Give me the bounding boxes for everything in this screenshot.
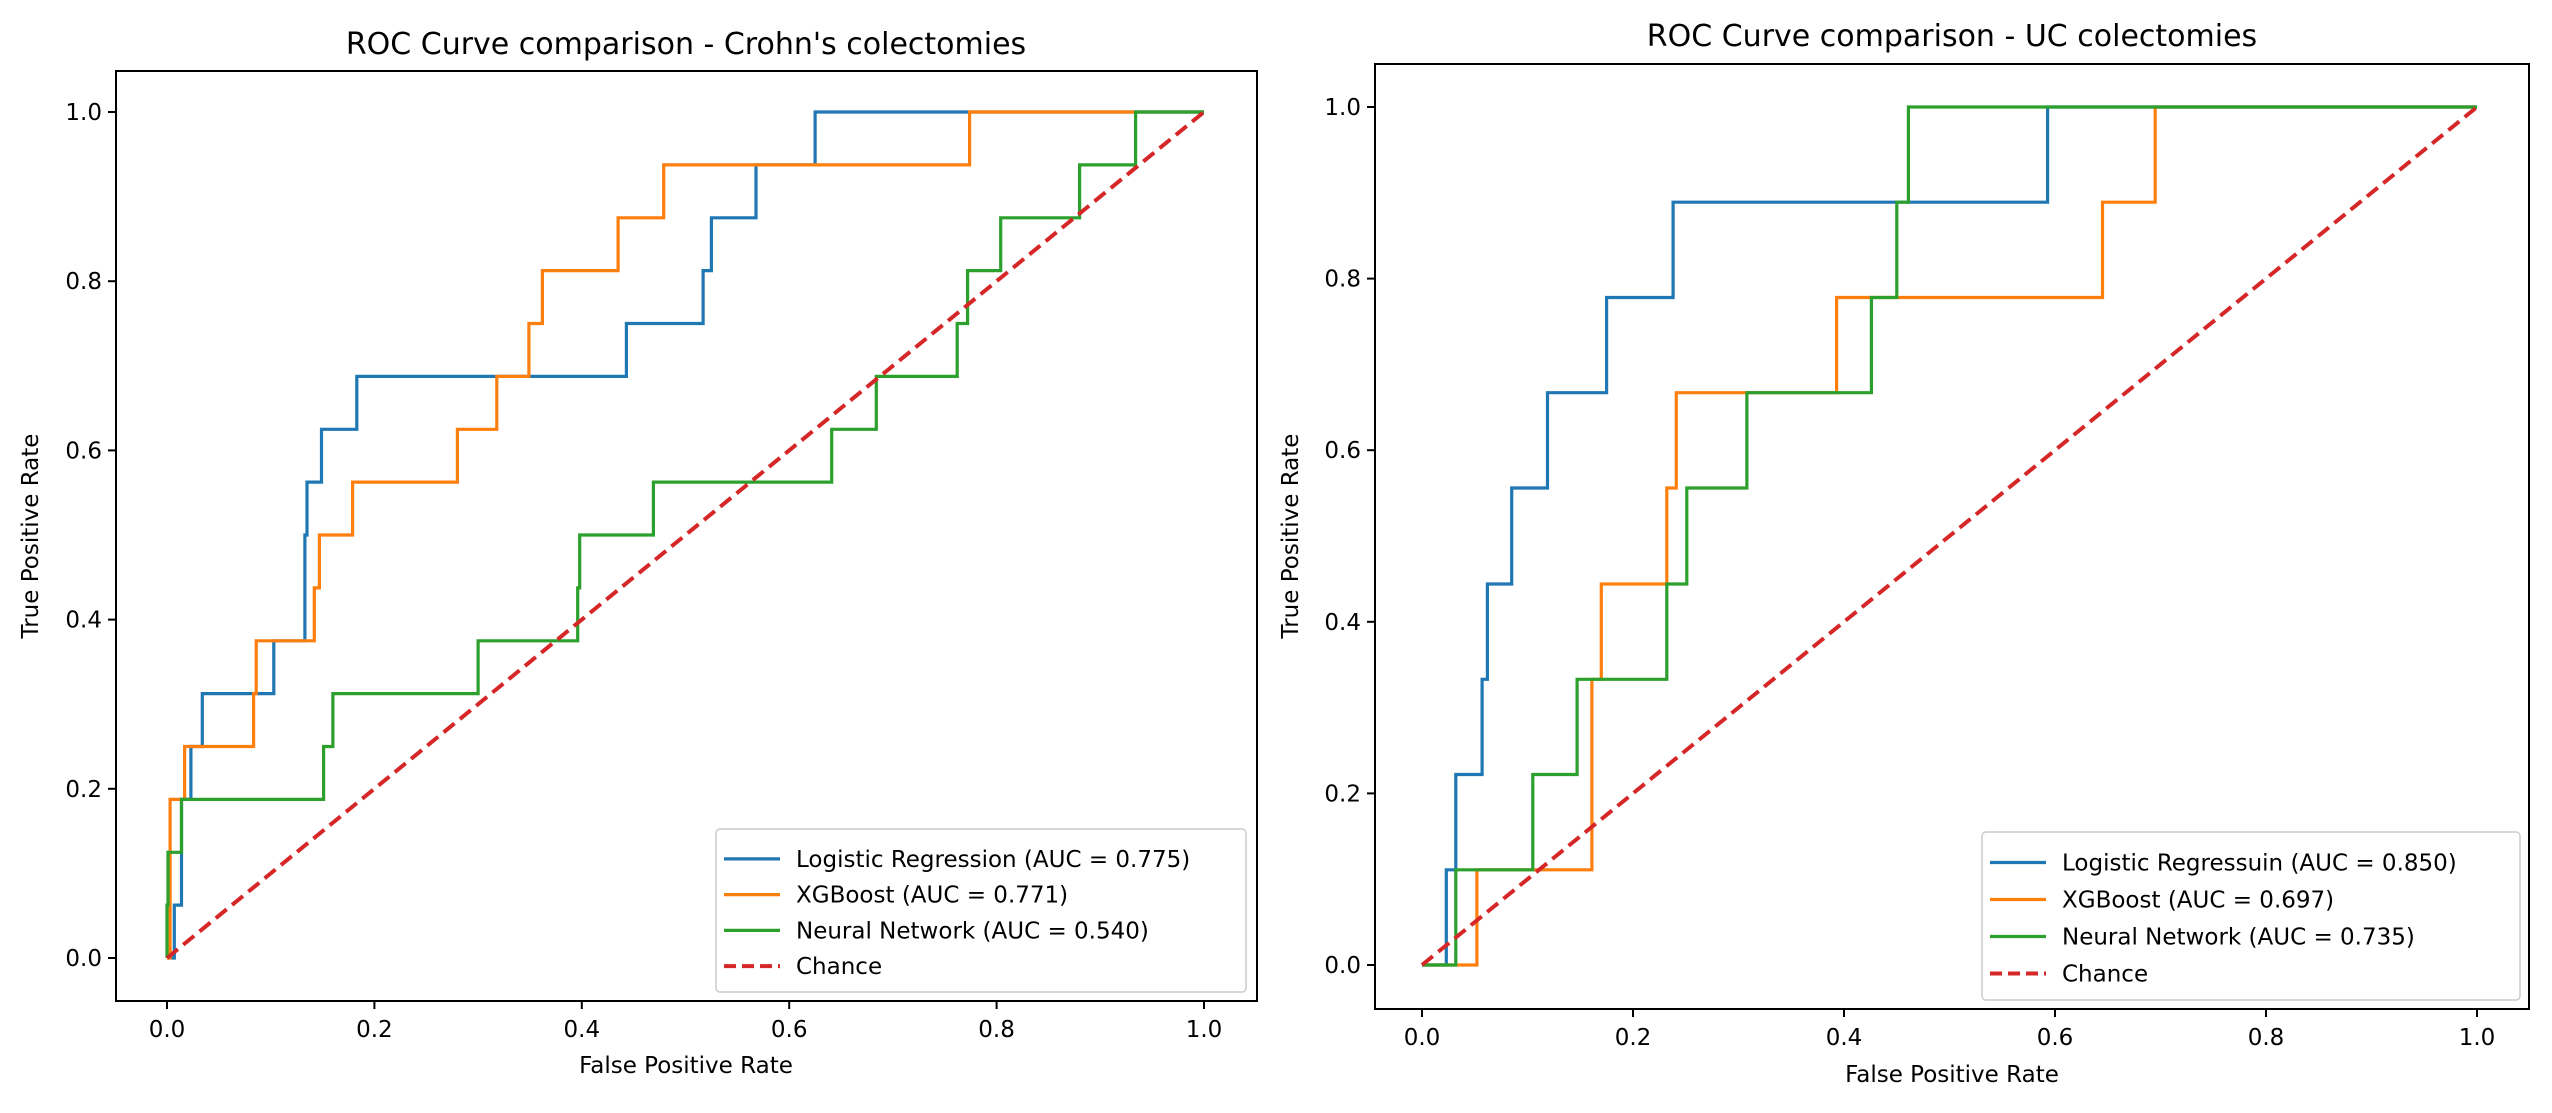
x-tick-label: 0.4 [1826, 1025, 1863, 1051]
x-axis: 0.0 0.2 0.4 0.6 0.8 1.0 [1404, 1009, 2496, 1051]
legend-label: XGBoost (AUC = 0.697) [2062, 888, 2334, 914]
legend-label: Chance [796, 954, 882, 980]
x-tick-label: 1.0 [1186, 1017, 1223, 1043]
plot-area [165, 110, 1206, 960]
x-axis: 0.0 0.2 0.4 0.6 0.8 1.0 [149, 1001, 1223, 1043]
x-axis-label: False Positive Rate [579, 1053, 793, 1079]
y-tick-label: 0.0 [65, 946, 102, 972]
x-tick-label: 0.0 [149, 1017, 186, 1043]
legend: Logistic Regression (AUC = 0.775) XGBoost… [715, 828, 1247, 993]
y-axis-label: True Positive Rate [18, 434, 44, 640]
y-tick-label: 0.0 [1324, 953, 1361, 979]
chart-panel-uc: ROC Curve comparison - UC colectomies 0.… [1278, 19, 2530, 1088]
chart-panel-crohns: ROC Curve comparison - Crohn's colectomi… [18, 27, 1258, 1079]
y-tick-label: 0.2 [1324, 781, 1361, 807]
chart-title: ROC Curve comparison - UC colectomies [1647, 19, 2257, 54]
y-tick-label: 1.0 [65, 100, 102, 126]
plot-area [1420, 105, 2479, 967]
x-tick-label: 0.6 [2037, 1025, 2074, 1051]
legend-label: Chance [2062, 962, 2148, 988]
x-tick-label: 0.2 [1615, 1025, 1652, 1051]
x-tick-label: 0.4 [564, 1017, 601, 1043]
y-tick-label: 0.4 [65, 608, 102, 634]
y-tick-label: 0.6 [1324, 438, 1361, 464]
legend-box [1981, 831, 2521, 1001]
legend: Logistic Regressuin (AUC = 0.850) XGBoost… [1981, 831, 2521, 1001]
y-tick-label: 0.2 [65, 777, 102, 803]
axes-frame [115, 70, 1258, 1002]
chance-line [165, 110, 1206, 960]
legend-label: XGBoost (AUC = 0.771) [796, 883, 1068, 909]
chance-line [1420, 105, 2479, 967]
y-tick-label: 1.0 [1324, 95, 1361, 121]
x-tick-label: 1.0 [2459, 1025, 2496, 1051]
legend-label: Neural Network (AUC = 0.540) [796, 918, 1149, 944]
chart-title: ROC Curve comparison - Crohn's colectomi… [346, 27, 1026, 62]
x-tick-label: 0.8 [2248, 1025, 2285, 1051]
y-tick-label: 0.6 [65, 438, 102, 464]
roc-curve-logistic-regressuin [1422, 105, 2477, 967]
x-tick-label: 0.6 [771, 1017, 808, 1043]
y-axis: 0.0 0.2 0.4 0.6 0.8 1.0 [65, 100, 116, 972]
x-tick-label: 0.0 [1404, 1025, 1441, 1051]
legend-label: Logistic Regressuin (AUC = 0.850) [2062, 851, 2457, 877]
roc-curve-xgboost [167, 110, 1204, 960]
y-axis-label: True Positive Rate [1278, 434, 1304, 640]
y-axis: 0.0 0.2 0.4 0.6 0.8 1.0 [1324, 95, 1375, 979]
x-tick-label: 0.2 [356, 1017, 393, 1043]
x-axis-label: False Positive Rate [1845, 1062, 2059, 1088]
axes-frame [1374, 63, 2530, 1010]
roc-curve-neural-network [1422, 105, 2477, 967]
legend-box [715, 828, 1247, 993]
roc-curve-neural-network [165, 110, 1204, 958]
legend-label: Logistic Regression (AUC = 0.775) [796, 847, 1190, 873]
y-tick-label: 0.8 [1324, 267, 1361, 293]
x-tick-label: 0.8 [978, 1017, 1015, 1043]
y-tick-label: 0.8 [65, 269, 102, 295]
legend-label: Neural Network (AUC = 0.735) [2062, 925, 2415, 951]
y-tick-label: 0.4 [1324, 610, 1361, 636]
roc-curve-xgboost [1422, 105, 2477, 967]
